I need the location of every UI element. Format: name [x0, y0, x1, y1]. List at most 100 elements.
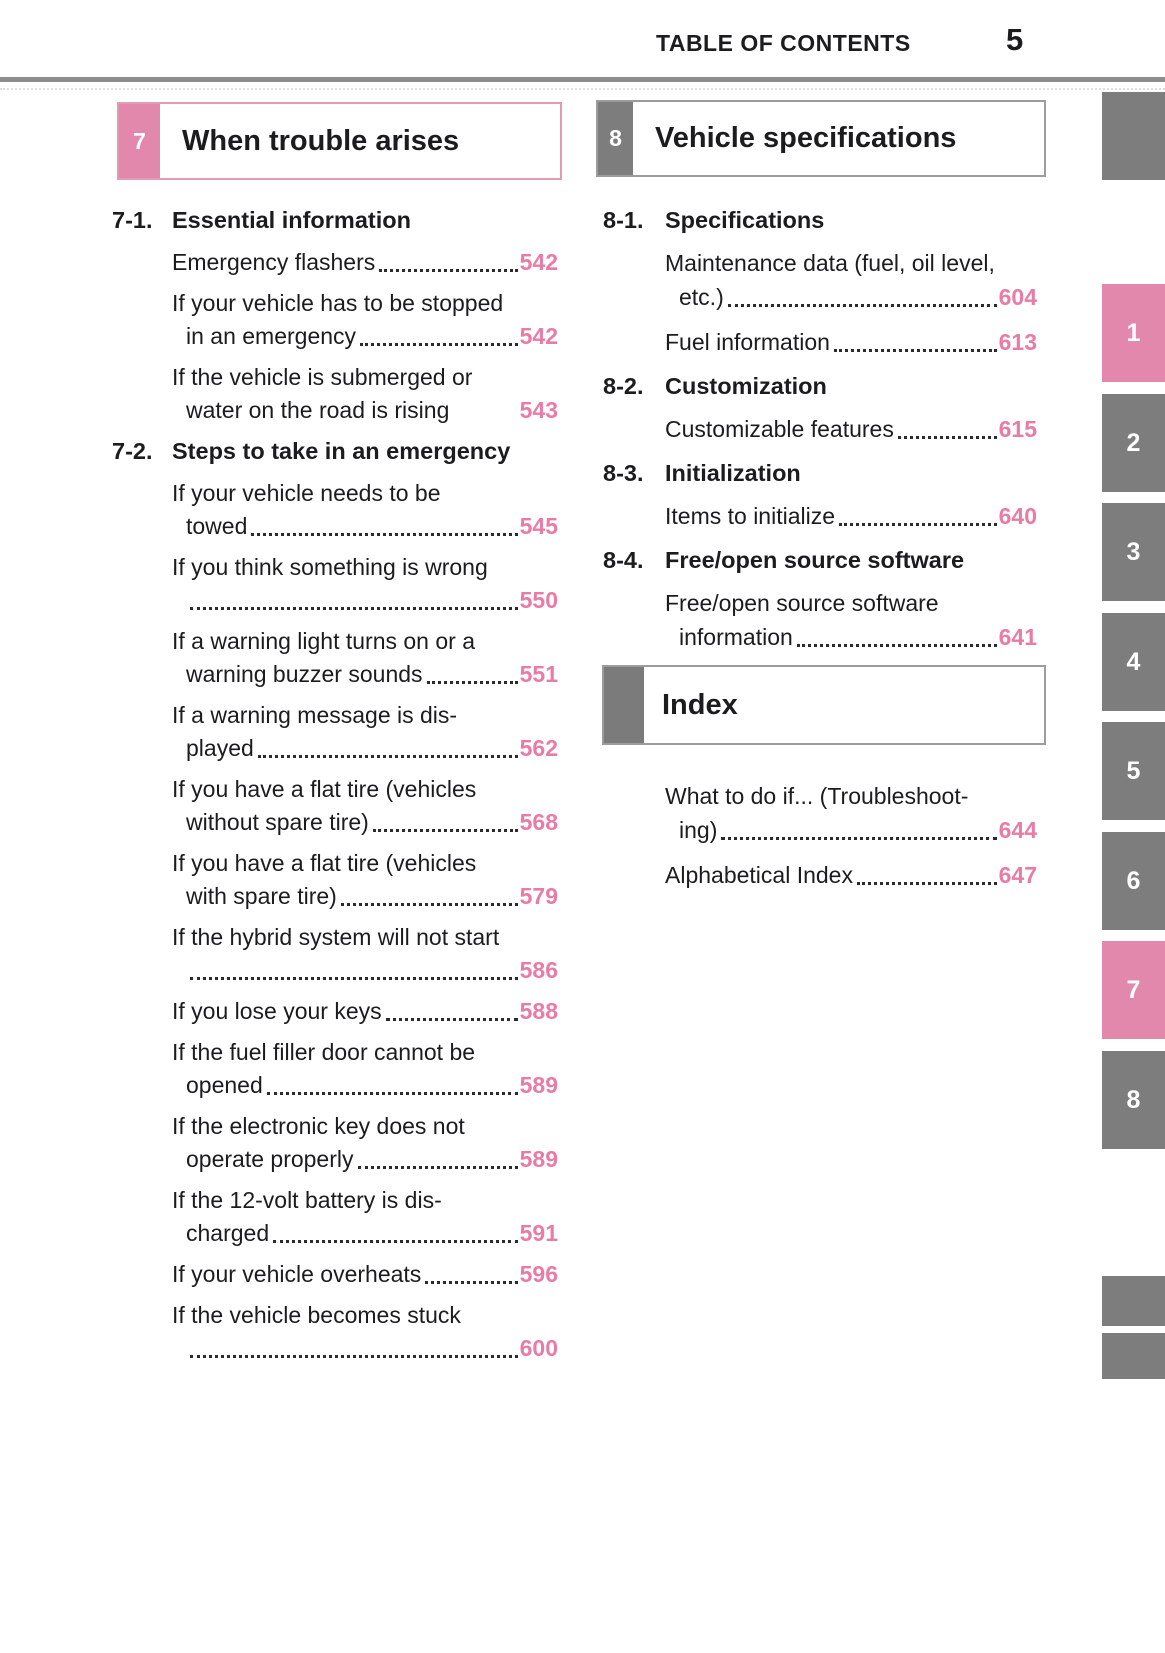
- dot-leader: [190, 977, 518, 980]
- toc-entry-line: Fuel information 613: [665, 325, 1037, 359]
- chapter-7-number-badge: 7: [119, 104, 160, 178]
- dot-leader: [833, 349, 997, 352]
- toc-entry-line: If your vehicle needs to be: [172, 477, 558, 510]
- entry-text: Emergency flashers: [172, 249, 376, 275]
- entry-text: If your vehicle has to be stopped: [172, 290, 504, 316]
- toc-entry-line: If you think something is wrong: [172, 551, 558, 584]
- dot-leader: [190, 607, 518, 610]
- dot-leader: [190, 1355, 518, 1358]
- thumb-tab-rail: 1 2 3 4 5 6 7 8: [1102, 0, 1165, 1653]
- entry-text: Alphabetical Index: [665, 862, 853, 888]
- entry-text: If the vehicle becomes stuck: [172, 1302, 461, 1328]
- page-ref: 589: [519, 1146, 558, 1172]
- entry-text: If your vehicle needs to be: [172, 480, 441, 506]
- toc-entry: If the vehicle is submerged or water on t…: [172, 361, 558, 427]
- toc-entry: Items to initialize 640: [665, 499, 1037, 533]
- toc-entry-line: played 562: [172, 732, 558, 765]
- page-ref: 542: [519, 249, 558, 275]
- dot-leader: [372, 829, 518, 832]
- toc-entry: If your vehicle overheats 596: [172, 1258, 558, 1291]
- toc-entry-line: If the fuel filler door cannot be: [172, 1036, 558, 1069]
- toc-entry-line: If a warning light turns on or a: [172, 625, 558, 658]
- thumb-tab-3: 3: [1102, 503, 1165, 601]
- dot-leader: [385, 1018, 518, 1021]
- page-ref: 615: [998, 416, 1037, 442]
- dot-leader: [426, 681, 518, 684]
- thumb-tab-2: 2: [1102, 394, 1165, 492]
- entry-text: If you think something is wrong: [172, 554, 488, 580]
- toc-section-heading: 8-4. Free/open source software: [603, 544, 1037, 577]
- page-ref: 543: [519, 397, 558, 423]
- entry-text: If you lose your keys: [172, 998, 382, 1024]
- toc-entry-line: charged 591: [172, 1217, 558, 1250]
- toc-entry-line: If you lose your keys 588: [172, 995, 558, 1028]
- toc-entry-line: If the electronic key does not: [172, 1110, 558, 1143]
- page-ref: 596: [519, 1261, 558, 1287]
- entry-text: charged: [186, 1220, 270, 1246]
- toc-entry-line: 600: [172, 1332, 558, 1365]
- toc-entry: If you have a flat tire (vehicles without…: [172, 773, 558, 839]
- toc-entry-line: without spare tire) 568: [172, 806, 558, 839]
- entry-text: If a warning message is dis-: [172, 702, 458, 728]
- entry-text: If the hybrid system will not start: [172, 924, 500, 950]
- header-rule-dotted: [0, 88, 1165, 90]
- section-title: Steps to take in an emergency: [172, 438, 511, 464]
- section-number: 7-1.: [112, 207, 153, 233]
- entry-text: Customizable features: [665, 416, 894, 442]
- page-ref: 551: [519, 661, 558, 687]
- toc-entry-line: etc.) 604: [665, 280, 1037, 314]
- section-title: Specifications: [665, 207, 825, 233]
- thumb-tab-5: 5: [1102, 722, 1165, 820]
- page-ref: 562: [519, 735, 558, 761]
- section-title: Free/open source software: [665, 547, 965, 573]
- toc-entry: Emergency flashers 542: [172, 246, 558, 279]
- page-ref: 545: [519, 513, 558, 539]
- entry-text: Items to initialize: [665, 503, 836, 529]
- toc-entry-line: opened 589: [172, 1069, 558, 1102]
- toc-entry-line: Alphabetical Index 647: [665, 858, 1037, 892]
- page-ref: 604: [998, 284, 1037, 310]
- dot-leader: [425, 1281, 518, 1284]
- section-title: Customization: [665, 373, 827, 399]
- dot-leader: [251, 533, 518, 536]
- entry-text: without spare tire): [186, 809, 369, 835]
- dot-leader: [856, 882, 997, 885]
- dot-leader: [897, 436, 997, 439]
- dot-leader: [796, 644, 997, 647]
- toc-section-heading: 7-1. Essential information: [112, 204, 558, 237]
- toc-entry: If the hybrid system will not start 586: [172, 921, 558, 987]
- toc-entry-line: If the vehicle becomes stuck: [172, 1299, 558, 1332]
- entry-text: If the fuel filler door cannot be: [172, 1039, 476, 1065]
- page-ref: 644: [998, 817, 1037, 843]
- dot-leader: [379, 269, 518, 272]
- dot-leader: [727, 304, 997, 307]
- section-number: 8-4.: [603, 547, 644, 573]
- toc-entry: If the fuel filler door cannot be opened 5…: [172, 1036, 558, 1102]
- toc-column-right: 8-1. Specifications Maintenance data (fuel…: [602, 203, 1046, 903]
- toc-entry-line: with spare tire) 579: [172, 880, 558, 913]
- section-title: Essential information: [172, 207, 411, 233]
- toc-entry: Fuel information 613: [665, 325, 1037, 359]
- section-number: 7-2.: [112, 438, 153, 464]
- toc-entry-line: towed 545: [172, 510, 558, 543]
- dot-leader: [360, 343, 518, 346]
- toc-entry-line: Free/open source software: [665, 586, 1037, 620]
- toc-entry: If the vehicle becomes stuck 600: [172, 1299, 558, 1365]
- toc-entry-line: warning buzzer sounds 551: [172, 658, 558, 691]
- toc-column-left: 7-1. Essential information Emergency flash…: [112, 203, 558, 1373]
- thumb-tab-7: 7: [1102, 941, 1165, 1039]
- entry-text: If the 12-volt battery is dis-: [172, 1187, 442, 1213]
- chapter-7-title: When trouble arises: [182, 124, 460, 157]
- section-title: Initialization: [665, 460, 801, 486]
- dot-leader: [721, 837, 997, 840]
- entry-text: with spare tire): [186, 883, 337, 909]
- toc-entry-line: If your vehicle overheats 596: [172, 1258, 558, 1291]
- section-number: 8-1.: [603, 207, 644, 233]
- chapter-box-7: 7 When trouble arises: [117, 102, 562, 180]
- toc-entry-line: ing) 644: [665, 813, 1037, 847]
- section-number: 8-2.: [603, 373, 644, 399]
- entry-text: If the electronic key does not: [172, 1113, 465, 1139]
- index-title: Index: [662, 688, 738, 721]
- entry-text: ing): [679, 817, 718, 843]
- toc-entry: If the 12-volt battery is dis-charged 591: [172, 1184, 558, 1250]
